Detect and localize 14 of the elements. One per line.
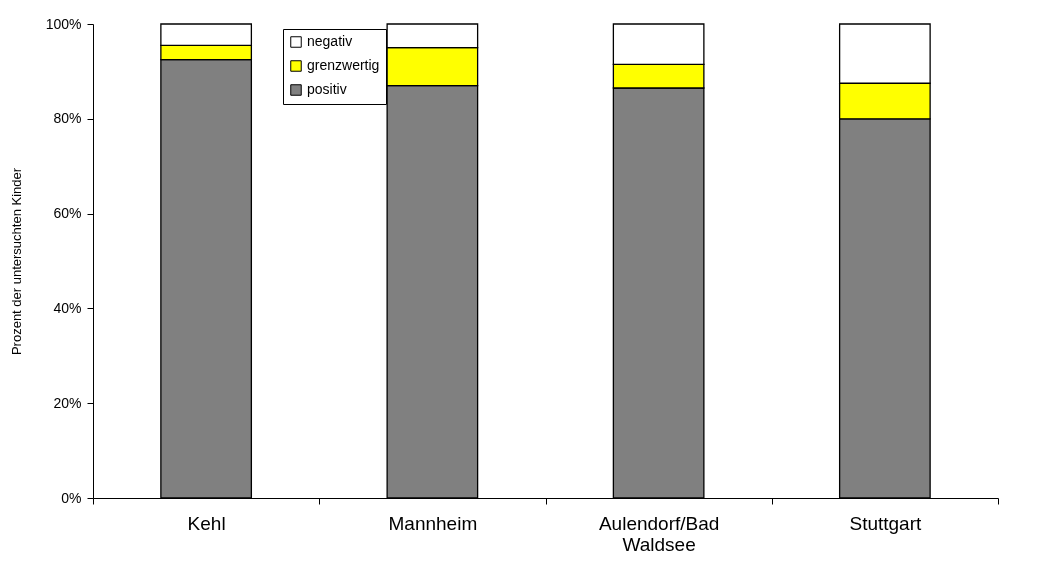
- x-tick-label: Stuttgart: [849, 512, 922, 534]
- y-tick-label: 80%: [53, 110, 82, 127]
- y-tick-label: 100%: [45, 15, 82, 32]
- x-tick-label: Kehl: [187, 512, 226, 534]
- x-tick-label: Aulendorf/Bad Waldsee: [598, 512, 720, 555]
- y-tick-label: 40%: [53, 299, 82, 316]
- legend-label: negativ: [307, 33, 353, 49]
- legend-label: positiv: [307, 81, 347, 97]
- y-tick-label: 20%: [53, 394, 82, 411]
- y-tick-label: 0%: [61, 489, 82, 506]
- x-tick-label: Mannheim: [388, 512, 478, 534]
- legend-label: grenzwertig: [307, 57, 380, 73]
- y-tick-label: 60%: [53, 205, 82, 222]
- y-axis-title: Prozent der untersuchten Kinder: [8, 167, 24, 356]
